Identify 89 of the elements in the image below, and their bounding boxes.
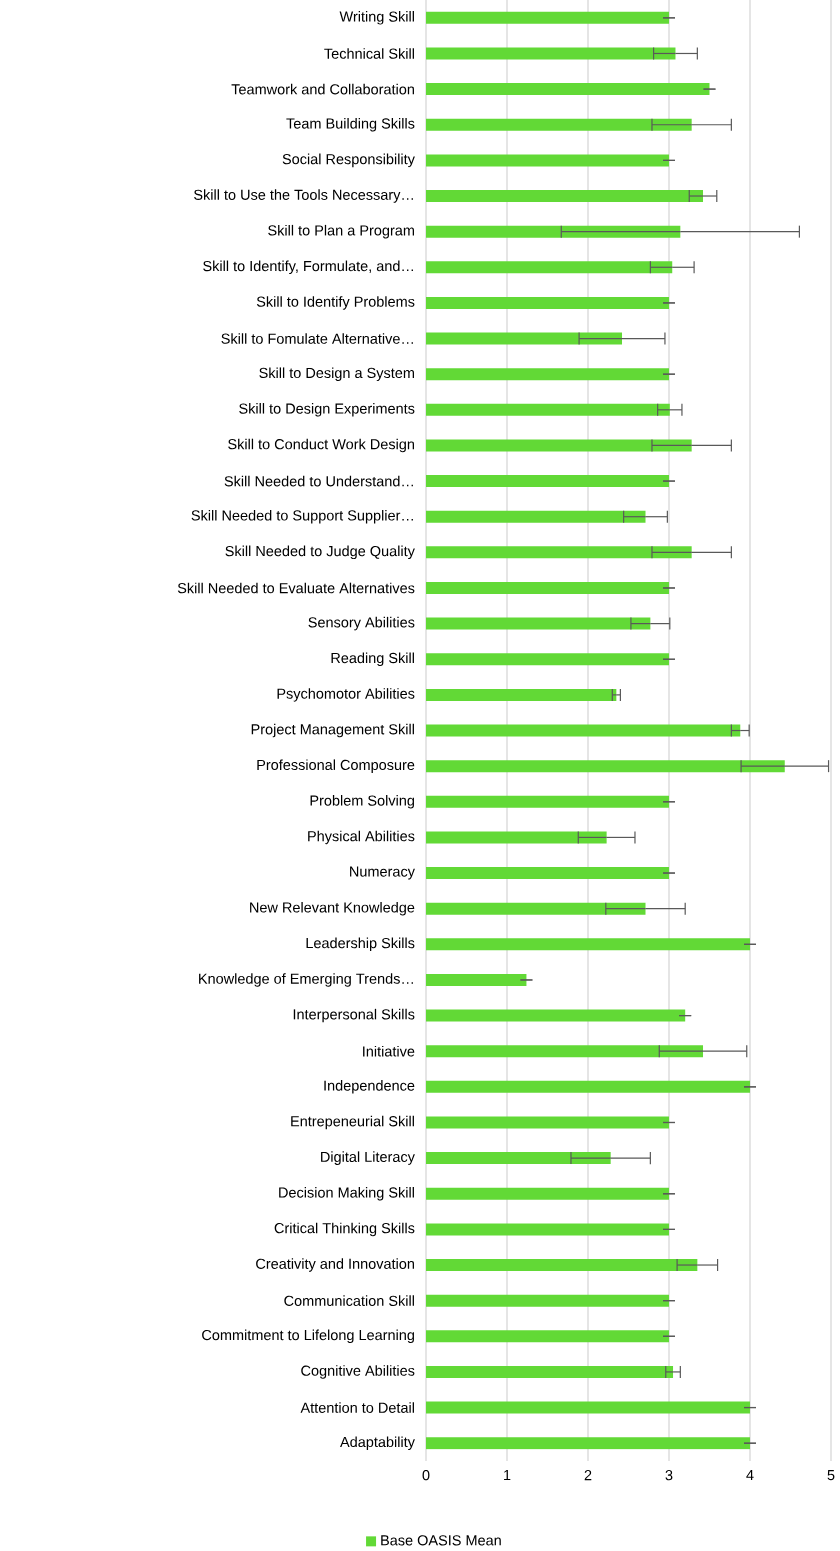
bar <box>425 332 623 345</box>
bar <box>425 403 670 416</box>
y-tick-label: Skill to Identify Problems <box>256 296 415 310</box>
bar <box>425 1259 698 1272</box>
y-tick-label: Skill Needed to Understand… <box>224 475 413 487</box>
y-tick-label: Social Responsibility <box>282 153 415 168</box>
y-tick-label: Writing Skill <box>339 11 414 25</box>
y-tick-label: Skill to Fomulate Alternative… <box>221 333 413 344</box>
bar <box>425 831 607 844</box>
bar <box>425 1045 704 1058</box>
x-tick-label: 1 <box>504 1470 511 1481</box>
bar <box>425 617 651 630</box>
y-tick-label: New Relevant Knowledge <box>250 901 415 916</box>
x-tick-label: 2 <box>584 1470 592 1481</box>
y-tick-label: Skill Needed to Evaluate Alternatives <box>177 582 415 594</box>
y-tick-label: Entrepeneurial Skill <box>291 1115 414 1130</box>
bar <box>425 546 692 559</box>
y-tick-label: Reading Skill <box>331 652 414 667</box>
y-tick-label: Physical Abilities <box>308 830 415 845</box>
y-tick-label: Skill to Design Experiments <box>239 403 415 417</box>
bar <box>425 581 669 594</box>
bar <box>425 1152 611 1165</box>
bar <box>425 261 673 274</box>
x-tick-label: 4 <box>746 1470 754 1481</box>
bar <box>425 83 710 96</box>
y-tick-label: Creativity and Innovation <box>256 1258 414 1272</box>
y-tick-label: Cognitive Abilities <box>301 1365 415 1379</box>
y-tick-label: Technical Skill <box>324 48 414 59</box>
y-tick-label: Leadership Skills <box>306 937 415 952</box>
bar <box>425 368 669 381</box>
y-tick-label: Communication Skill <box>284 1295 414 1306</box>
y-tick-label: Problem Solving <box>310 795 414 809</box>
y-tick-label: Teamwork and Collaboration <box>231 83 414 95</box>
bar <box>425 1223 669 1236</box>
y-tick-label: Professional Composure <box>257 759 415 773</box>
y-tick-label: Skill to Use the Tools Necessary… <box>194 189 413 203</box>
y-tick-label: Commitment to Lifelong Learning <box>202 1329 414 1344</box>
bar <box>425 296 669 309</box>
y-tick-label: Skill to Conduct Work Design <box>228 438 414 453</box>
bar <box>425 653 669 666</box>
y-tick-label: Skill to Plan a Program <box>268 224 414 239</box>
y-tick-label: Psychomotor Abilities <box>277 688 415 702</box>
y-tick-label: Decision Making Skill <box>279 1187 414 1201</box>
bar <box>425 867 669 880</box>
bar <box>425 688 617 701</box>
y-tick-label: Sensory Abilities <box>308 616 415 631</box>
bar <box>425 439 692 452</box>
y-tick-label: Digital Literacy <box>321 1151 415 1165</box>
bar <box>425 1294 669 1307</box>
bar <box>425 154 669 167</box>
bar <box>425 225 681 238</box>
y-tick-label: Interpersonal Skills <box>293 1008 415 1023</box>
bar <box>425 1116 669 1129</box>
bar <box>425 11 669 24</box>
legend-label: Base OASIS Mean <box>381 1535 501 1546</box>
bar <box>425 1080 750 1093</box>
y-tick-label: Knowledge of Emerging Trends… <box>199 973 413 987</box>
y-tick-label: Independence <box>324 1080 415 1094</box>
y-tick-label: Project Management Skill <box>251 723 414 738</box>
y-tick-label: Initiative <box>363 1045 415 1057</box>
y-tick-label: Skill Needed to Support Supplier… <box>191 509 413 524</box>
bar <box>425 938 750 951</box>
bar <box>425 1365 674 1378</box>
bar <box>425 760 785 773</box>
bar <box>425 1009 686 1022</box>
y-tick-label: Critical Thinking Skills <box>274 1222 415 1237</box>
y-tick-label: Adaptability <box>340 1436 415 1450</box>
x-tick-label: 0 <box>422 1470 430 1481</box>
x-tick-label: 3 <box>665 1470 673 1481</box>
bar <box>425 47 676 60</box>
bar <box>425 1437 750 1450</box>
bar <box>425 1187 669 1200</box>
x-tick-label: 5 <box>827 1470 835 1481</box>
y-tick-label: Skill Needed to Judge Quality <box>225 545 415 560</box>
bar <box>425 1401 750 1414</box>
y-tick-label: Attention to Detail <box>300 1402 414 1413</box>
bar <box>425 510 646 523</box>
y-tick-label: Skill to Identify, Formulate, and… <box>203 260 413 275</box>
bar <box>425 973 527 986</box>
y-tick-label: Numeracy <box>350 866 415 880</box>
bar <box>425 475 669 488</box>
y-tick-label: Skill to Design a System <box>259 367 414 381</box>
bar <box>425 902 646 915</box>
bar <box>425 190 704 203</box>
bar <box>425 1330 669 1343</box>
bar <box>425 118 692 131</box>
bar <box>425 795 669 808</box>
bar <box>425 724 741 737</box>
y-tick-label: Team Building Skills <box>286 117 415 132</box>
